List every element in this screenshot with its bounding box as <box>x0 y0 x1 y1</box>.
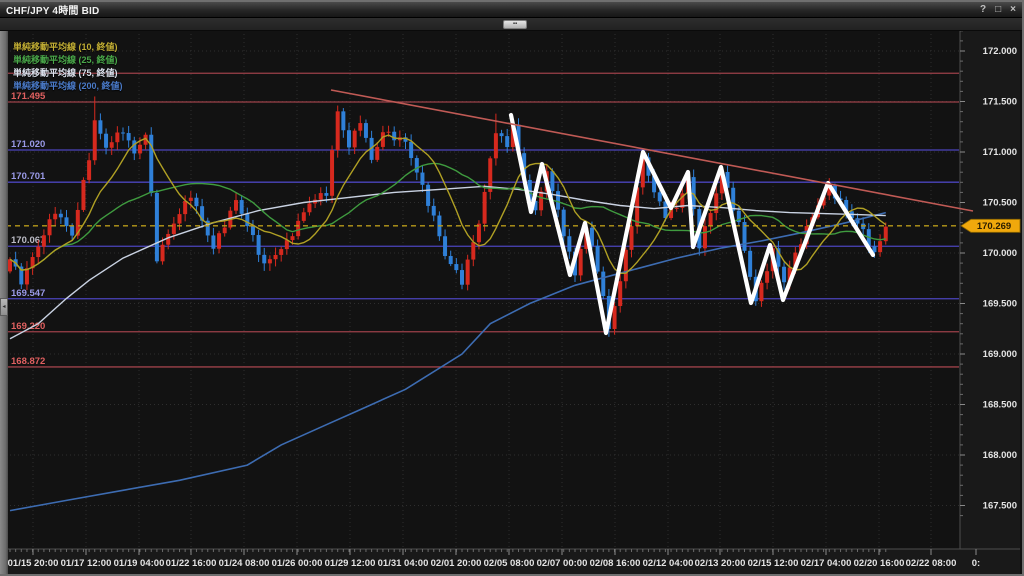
sma-25-line <box>9 162 886 271</box>
descending-trendline <box>330 89 974 212</box>
svg-text:169.220: 169.220 <box>11 321 45 332</box>
svg-text:02/08 16:00: 02/08 16:00 <box>590 558 641 569</box>
svg-text:01/19 04:00: 01/19 04:00 <box>114 558 165 569</box>
svg-text:01/15 20:00: 01/15 20:00 <box>8 558 59 569</box>
plot-background <box>6 30 960 549</box>
toolbar-strip: ▪▪ <box>0 18 1022 31</box>
svg-text:171.495: 171.495 <box>11 91 46 102</box>
svg-text:02/17 04:00: 02/17 04:00 <box>801 558 852 569</box>
svg-text:170.067: 170.067 <box>11 235 45 246</box>
svg-text:167.500: 167.500 <box>983 501 1017 512</box>
maximize-button[interactable]: □ <box>995 3 1002 15</box>
svg-text:02/05 08:00: 02/05 08:00 <box>484 558 535 569</box>
svg-text:02/13 20:00: 02/13 20:00 <box>695 558 746 569</box>
svg-text:01/17 12:00: 01/17 12:00 <box>61 558 112 569</box>
svg-text:171.500: 171.500 <box>983 97 1017 108</box>
ma-legend: 単純移動平均線 (10, 終値) 単純移動平均線 (25, 終値) 単純移動平均… <box>13 41 123 93</box>
legend-sma25: 単純移動平均線 (25, 終値) <box>13 55 118 65</box>
svg-text:169.547: 169.547 <box>11 288 45 299</box>
price-axis[interactable]: 172.000 171.500 171.000 170.500 170.000 169.5… <box>960 30 1017 517</box>
current-price-tag: 170.269 <box>960 218 1021 233</box>
svg-text:02/12 04:00: 02/12 04:00 <box>643 558 694 569</box>
svg-text:168.000: 168.000 <box>983 450 1017 461</box>
svg-text:01/31 04:00: 01/31 04:00 <box>378 558 429 569</box>
window-title: CHF/JPY 4時間 BID <box>6 6 100 17</box>
legend-sma75: 単純移動平均線 (75, 終値) <box>13 68 118 78</box>
svg-text:171.020: 171.020 <box>11 139 45 150</box>
close-button[interactable]: × <box>1010 3 1016 15</box>
toolbar-collapse-button[interactable]: ▪▪ <box>503 20 527 29</box>
svg-text:171.000: 171.000 <box>983 147 1017 158</box>
legend-sma200: 単純移動平均線 (200, 終値) <box>13 81 123 91</box>
help-button[interactable]: ? <box>980 3 987 15</box>
horizontal-price-lines: 171.495 171.020 170.701 170.067 169.547 169.2… <box>7 72 959 368</box>
svg-text:170.500: 170.500 <box>983 198 1017 209</box>
svg-text:168.872: 168.872 <box>11 356 45 367</box>
svg-text:02/01 20:00: 02/01 20:00 <box>431 558 482 569</box>
svg-text:01/24 08:00: 01/24 08:00 <box>219 558 270 569</box>
svg-text:170.000: 170.000 <box>983 248 1017 259</box>
left-splitter[interactable]: ◂ <box>0 31 8 574</box>
gridlines <box>6 30 960 549</box>
title-bar[interactable]: CHF/JPY 4時間 BID ? □ × <box>0 2 1022 18</box>
sma-10-line <box>9 134 887 275</box>
sma-75-line <box>9 185 886 340</box>
svg-text:168.500: 168.500 <box>983 400 1017 411</box>
svg-text:01/26 00:00: 01/26 00:00 <box>272 558 323 569</box>
svg-text:170.701: 170.701 <box>11 171 46 182</box>
svg-text:01/22 16:00: 01/22 16:00 <box>166 558 217 569</box>
svg-text:172.000: 172.000 <box>983 46 1017 57</box>
svg-text:169.500: 169.500 <box>983 299 1017 310</box>
svg-text:169.000: 169.000 <box>983 349 1017 360</box>
svg-text:02/20 16:00: 02/20 16:00 <box>854 558 905 569</box>
svg-text:170.269: 170.269 <box>977 221 1011 232</box>
svg-text:01/29 12:00: 01/29 12:00 <box>325 558 376 569</box>
moving-averages <box>9 134 887 512</box>
svg-text:02/22 08:00: 02/22 08:00 <box>906 558 957 569</box>
splitter-handle-icon[interactable]: ◂ <box>0 298 8 316</box>
time-axis[interactable]: 01/15 20:00 01/17 12:00 01/19 04:00 01/22 1… <box>8 549 981 569</box>
sma-200-line <box>9 211 886 512</box>
drawn-zigzag-annotation <box>508 112 876 336</box>
svg-text:0:: 0: <box>972 558 980 569</box>
svg-text:02/15 12:00: 02/15 12:00 <box>748 558 799 569</box>
legend-sma10: 単純移動平均線 (10, 終値) <box>13 42 118 52</box>
svg-text:02/07 00:00: 02/07 00:00 <box>537 558 588 569</box>
